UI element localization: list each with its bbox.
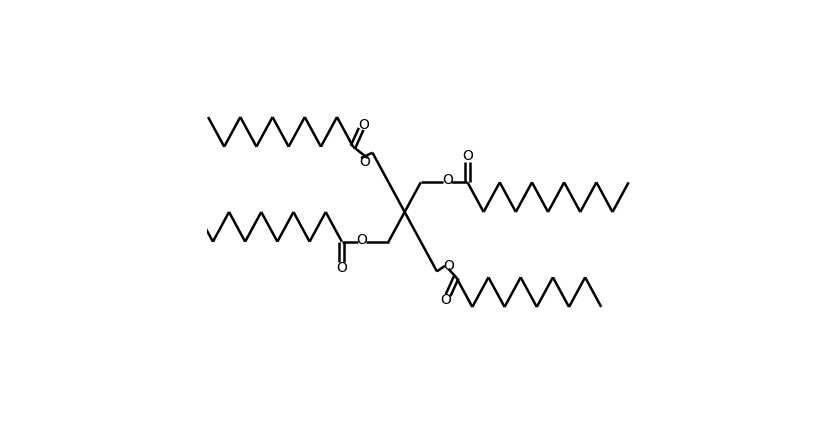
Text: O: O	[462, 149, 473, 164]
Text: O: O	[359, 117, 369, 132]
Text: O: O	[357, 232, 367, 247]
Text: O: O	[359, 154, 370, 169]
Text: O: O	[336, 260, 347, 275]
Text: O: O	[443, 259, 454, 273]
Text: O: O	[442, 173, 453, 187]
Text: O: O	[440, 293, 451, 307]
